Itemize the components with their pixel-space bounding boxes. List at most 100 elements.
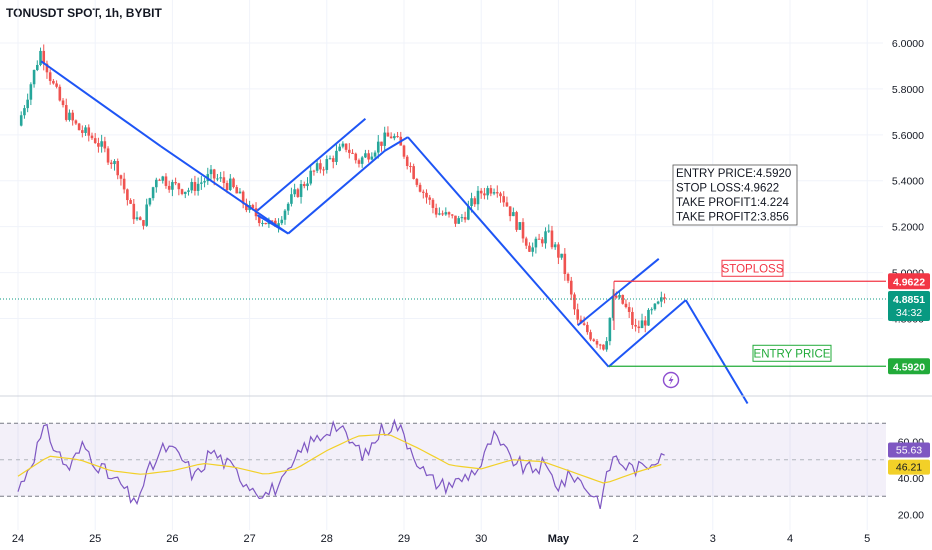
candle	[640, 320, 644, 329]
entry-label: ENTRY PRICE	[754, 348, 831, 360]
candle	[541, 239, 544, 244]
candle	[415, 178, 419, 185]
candle	[245, 203, 248, 211]
trade-info-line: TAKE PROFIT2:3.856	[676, 212, 789, 224]
candle	[418, 184, 422, 192]
price-axis-label: 5.2000	[892, 222, 924, 234]
candle	[367, 153, 370, 160]
candle	[212, 169, 216, 179]
candle	[425, 192, 428, 198]
trendline	[256, 117, 367, 212]
time-axis-label: 4	[787, 533, 793, 545]
candle	[576, 309, 579, 320]
candle	[145, 204, 148, 226]
candle	[534, 238, 538, 248]
candle	[508, 206, 512, 217]
candle	[338, 146, 341, 151]
rsi-ma-line	[17, 433, 662, 484]
candle	[331, 158, 335, 162]
candle	[235, 187, 239, 194]
candle	[164, 176, 168, 186]
entry-price-tag: 4.5920	[893, 361, 925, 373]
candle	[505, 202, 509, 207]
stoploss-price-tag: 4.9622	[893, 276, 925, 288]
candle	[200, 182, 203, 184]
time-axis-label: 27	[243, 533, 255, 545]
candle	[68, 112, 71, 120]
candle	[608, 317, 612, 342]
candle	[515, 212, 518, 230]
candle	[151, 187, 155, 199]
candle	[299, 184, 303, 197]
candle	[569, 280, 573, 295]
candle	[650, 309, 653, 311]
candle	[364, 153, 367, 158]
candle	[283, 210, 287, 220]
candle	[142, 220, 145, 226]
candle	[167, 185, 171, 190]
candle	[409, 165, 412, 167]
candle	[499, 193, 502, 197]
candle	[177, 183, 181, 190]
rsi-axis-label: 20.00	[898, 510, 924, 522]
candle	[479, 190, 483, 194]
candle	[351, 152, 354, 154]
candle	[39, 50, 42, 65]
candle	[126, 189, 129, 201]
trendline	[577, 258, 660, 327]
candle	[257, 216, 261, 224]
candle	[586, 324, 589, 333]
candle	[360, 157, 364, 164]
candle	[376, 141, 380, 153]
candle	[183, 191, 187, 194]
candle	[93, 138, 97, 144]
candle	[222, 177, 226, 184]
rsi-value-tag: 55.63	[896, 444, 922, 456]
candle	[81, 130, 84, 133]
candle	[396, 136, 399, 138]
candle	[383, 132, 386, 146]
candle	[483, 193, 486, 196]
candle	[631, 311, 634, 325]
candle	[563, 253, 567, 274]
candle	[264, 222, 267, 225]
candle	[74, 120, 78, 124]
candle	[457, 218, 460, 224]
trendline	[40, 60, 162, 148]
countdown-tag: 34:32	[896, 307, 922, 319]
candle	[473, 198, 477, 205]
time-axis-label: 26	[166, 533, 178, 545]
candle	[238, 191, 242, 194]
candle	[241, 191, 245, 204]
candle	[77, 123, 81, 131]
candle	[544, 231, 547, 244]
candle	[84, 127, 87, 133]
candle	[296, 189, 300, 197]
candle	[660, 297, 663, 302]
candle	[286, 203, 290, 211]
time-axis-label: 5	[864, 533, 870, 545]
time-axis-label: 30	[475, 533, 487, 545]
stoploss-label-box	[721, 259, 784, 277]
candle	[290, 194, 293, 204]
trade-info-line: STOP LOSS:4.9622	[676, 183, 779, 195]
time-axis-label: 3	[710, 533, 716, 545]
candle	[161, 176, 165, 181]
candle	[357, 160, 361, 164]
candle	[100, 141, 103, 147]
candle	[315, 163, 319, 171]
candle	[524, 238, 528, 246]
candle	[171, 182, 174, 190]
candle	[470, 198, 473, 207]
candle	[441, 213, 444, 215]
candle	[36, 64, 39, 71]
candle	[312, 170, 316, 172]
candle	[550, 230, 554, 248]
trendline	[384, 136, 409, 152]
candle	[460, 217, 464, 219]
candle	[55, 83, 58, 87]
rsi-value-tag-bg	[888, 442, 930, 458]
candle	[467, 206, 470, 220]
candle	[48, 72, 52, 81]
